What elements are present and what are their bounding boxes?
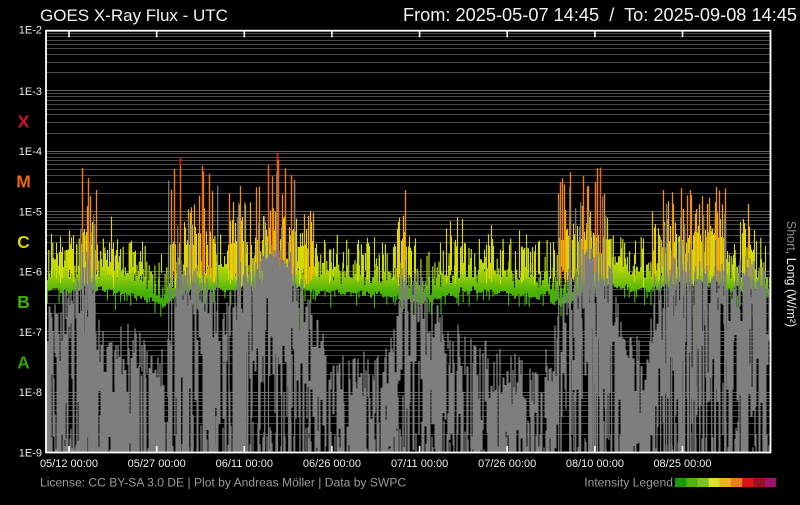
svg-text:06/26 00:00: 06/26 00:00 [303, 458, 361, 470]
svg-text:1E-3: 1E-3 [19, 86, 42, 98]
svg-text:06/11 00:00: 06/11 00:00 [216, 458, 273, 470]
svg-text:1E-9: 1E-9 [19, 448, 42, 460]
svg-text:07/26 00:00: 07/26 00:00 [478, 458, 536, 470]
svg-text:1E-4: 1E-4 [19, 146, 42, 158]
svg-text:Short, Long (W/m²): Short, Long (W/m²) [784, 221, 798, 327]
svg-text:Intensity Legend: Intensity Legend [584, 475, 673, 489]
svg-text:07/11 00:00: 07/11 00:00 [391, 458, 448, 470]
svg-text:C: C [17, 232, 30, 252]
svg-text:A: A [17, 352, 30, 372]
svg-text:X: X [18, 111, 30, 131]
svg-text:1E-6: 1E-6 [19, 267, 42, 279]
svg-text:GOES X-Ray Flux - UTC: GOES X-Ray Flux - UTC [40, 6, 228, 25]
svg-text:From: 2025-05-07 14:45 / To:: From: 2025-05-07 14:45 / To: 2025-09-08 … [403, 5, 797, 25]
svg-text:08/25 00:00: 08/25 00:00 [653, 458, 711, 470]
svg-text:1E-7: 1E-7 [19, 327, 42, 339]
svg-text:License: CC BY-SA 3.0 DE | Plo: License: CC BY-SA 3.0 DE | Plot by Andre… [40, 475, 406, 489]
svg-text:B: B [17, 292, 30, 312]
svg-text:08/10 00:00: 08/10 00:00 [566, 458, 624, 470]
svg-text:1E-5: 1E-5 [19, 207, 42, 219]
svg-text:05/27 00:00: 05/27 00:00 [128, 458, 186, 470]
svg-text:1E-2: 1E-2 [19, 24, 42, 36]
svg-text:1E-8: 1E-8 [19, 387, 42, 399]
svg-text:M: M [16, 172, 31, 192]
svg-text:05/12 00:00: 05/12 00:00 [40, 458, 98, 470]
